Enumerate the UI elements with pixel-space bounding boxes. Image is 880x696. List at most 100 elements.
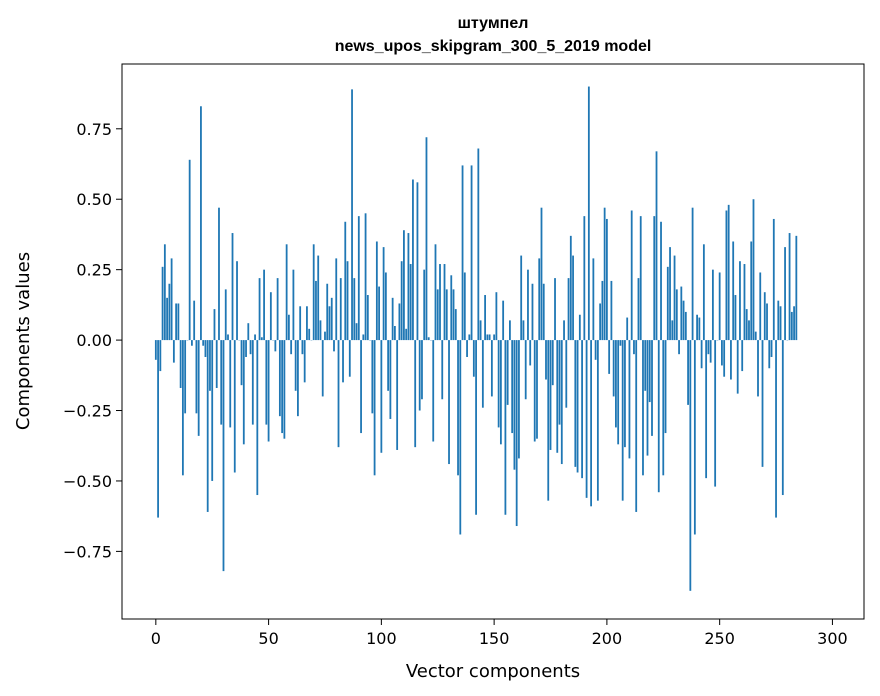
bar-7 bbox=[170, 258, 173, 341]
bar-26 bbox=[213, 309, 216, 341]
bar-141 bbox=[472, 340, 475, 377]
bar-150 bbox=[493, 334, 496, 341]
bar-68 bbox=[308, 328, 311, 341]
bar-73 bbox=[319, 320, 322, 341]
bar-156 bbox=[506, 340, 509, 405]
bar-178 bbox=[556, 340, 559, 453]
bar-80 bbox=[335, 258, 338, 341]
bar-137 bbox=[463, 272, 466, 341]
bar-241 bbox=[698, 317, 701, 341]
bar-144 bbox=[479, 320, 482, 341]
bar-234 bbox=[682, 300, 685, 341]
bar-264 bbox=[750, 241, 753, 341]
bar-275 bbox=[775, 340, 777, 518]
x-axis-ticks: 0 50 100 150 200 250 300 bbox=[151, 619, 848, 648]
bar-164 bbox=[524, 340, 527, 400]
bar-215 bbox=[639, 216, 642, 341]
bar-28 bbox=[218, 207, 220, 341]
bar-108 bbox=[398, 303, 401, 341]
bar-155 bbox=[504, 340, 507, 515]
bar-145 bbox=[481, 340, 484, 408]
bar-51 bbox=[269, 292, 272, 341]
bar-221 bbox=[653, 216, 656, 341]
bar-226 bbox=[664, 340, 667, 434]
bar-283 bbox=[793, 306, 795, 341]
bar-138 bbox=[466, 340, 468, 357]
bar-210 bbox=[628, 340, 631, 459]
bar-257 bbox=[734, 295, 737, 341]
bar-135 bbox=[459, 340, 462, 535]
y-tick-label-3: 0.00 bbox=[76, 331, 112, 350]
bar-228 bbox=[669, 247, 671, 341]
bar-61 bbox=[292, 269, 295, 341]
bar-253 bbox=[725, 210, 728, 341]
bar-208 bbox=[624, 340, 626, 448]
bar-177 bbox=[554, 278, 556, 341]
bar-6 bbox=[168, 283, 171, 341]
bar-223 bbox=[657, 340, 660, 493]
bar-76 bbox=[326, 283, 329, 341]
bar-132 bbox=[452, 289, 455, 341]
bar-133 bbox=[454, 309, 457, 341]
bar-258 bbox=[736, 340, 739, 394]
bar-100 bbox=[380, 340, 383, 453]
bar-149 bbox=[490, 340, 493, 397]
bar-16 bbox=[191, 340, 193, 346]
bar-180 bbox=[560, 340, 563, 465]
bar-44 bbox=[254, 334, 256, 341]
bar-204 bbox=[615, 340, 617, 428]
bar-224 bbox=[660, 221, 662, 341]
x-tick-label-150: 150 bbox=[479, 629, 510, 648]
bar-81 bbox=[337, 340, 340, 448]
bar-134 bbox=[457, 340, 459, 476]
bar-66 bbox=[303, 340, 306, 383]
bar-250 bbox=[718, 272, 721, 341]
bar-36 bbox=[236, 261, 238, 341]
chart-title-line2: news_upos_skipgram_300_5_2019 model bbox=[335, 38, 652, 55]
bar-18 bbox=[195, 340, 198, 414]
bar-23 bbox=[206, 340, 209, 512]
bar-17 bbox=[193, 300, 196, 341]
bar-213 bbox=[635, 340, 638, 512]
bar-19 bbox=[197, 340, 200, 436]
bar-173 bbox=[545, 340, 547, 380]
bar-142 bbox=[475, 340, 477, 515]
bar-24 bbox=[209, 340, 211, 391]
bar-179 bbox=[558, 340, 561, 425]
bar-84 bbox=[344, 221, 347, 341]
bar-281 bbox=[788, 233, 791, 341]
bar-59 bbox=[287, 314, 290, 341]
bar-93 bbox=[364, 213, 367, 341]
bar-261 bbox=[743, 264, 746, 341]
x-tick-label-100: 100 bbox=[366, 629, 397, 648]
bar-101 bbox=[382, 247, 385, 341]
x-tick-label-250: 250 bbox=[704, 629, 735, 648]
bar-82 bbox=[339, 278, 342, 341]
bar-255 bbox=[730, 340, 732, 380]
bar-105 bbox=[391, 297, 394, 341]
bar-268 bbox=[759, 272, 762, 341]
x-tick-label-200: 200 bbox=[592, 629, 623, 648]
bar-8 bbox=[172, 340, 175, 363]
plot-frame bbox=[121, 63, 865, 620]
bar-21 bbox=[202, 340, 205, 346]
bar-243 bbox=[702, 244, 705, 341]
bar-174 bbox=[547, 340, 550, 501]
bar-157 bbox=[509, 320, 511, 341]
bar-127 bbox=[441, 340, 444, 400]
bar-209 bbox=[626, 317, 629, 341]
bar-197 bbox=[599, 303, 602, 341]
bar-102 bbox=[384, 272, 387, 341]
bar-187 bbox=[576, 340, 579, 473]
bar-90 bbox=[357, 216, 360, 341]
bar-256 bbox=[732, 241, 735, 341]
bar-86 bbox=[348, 340, 351, 377]
bar-46 bbox=[258, 278, 261, 341]
bar-273 bbox=[770, 340, 773, 357]
bar-200 bbox=[605, 218, 608, 341]
bar-112 bbox=[407, 233, 410, 341]
bar-45 bbox=[256, 340, 259, 496]
bar-232 bbox=[678, 340, 680, 355]
bar-225 bbox=[662, 340, 665, 476]
bar-211 bbox=[630, 210, 633, 341]
